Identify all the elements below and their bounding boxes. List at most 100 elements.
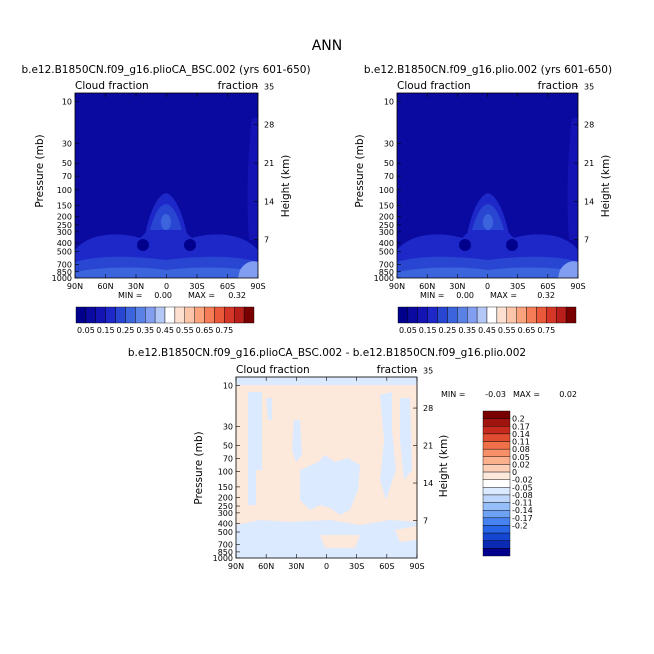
colorbar-box — [184, 306, 195, 324]
colorbar-box — [224, 306, 235, 324]
contour-band — [395, 526, 417, 542]
y-tick-label: 70 — [384, 172, 394, 181]
colorbar-box — [506, 306, 517, 324]
colorbar-label: 0.08 — [512, 445, 530, 454]
right-subtitle: fraction — [538, 80, 578, 92]
x-tick-label: 0 — [164, 282, 169, 291]
x-tick-label: 60N — [97, 282, 113, 291]
colorbar-box — [407, 306, 418, 324]
y-tick-label: 500 — [379, 247, 394, 256]
colorbar-label: -0.14 — [512, 506, 533, 515]
contour-band — [247, 118, 258, 240]
colorbar-box — [546, 306, 557, 324]
contour-band — [567, 118, 578, 240]
colorbar-label: 0.65 — [196, 326, 214, 335]
x-tick-label: 90N — [228, 562, 244, 571]
min-label: MIN = — [441, 390, 466, 399]
y-tick-label: 300 — [218, 509, 233, 518]
colorbar-box — [482, 525, 511, 534]
height-tick-label: 7 — [264, 236, 269, 245]
contour-band — [137, 239, 149, 251]
y-tick-label: 50 — [223, 442, 233, 451]
y-tick-label: 400 — [57, 239, 72, 248]
y-tick-label: 100 — [57, 186, 72, 195]
x-tick-label: 0 — [485, 282, 490, 291]
x-tick-label: 90S — [250, 282, 265, 291]
contour-band — [558, 261, 578, 278]
height-tick-label: 28 — [264, 121, 274, 130]
y-tick-label: 50 — [384, 159, 394, 168]
y-tick-label: 850 — [379, 268, 394, 277]
height-tick-label: 21 — [264, 159, 274, 168]
y-tick-label: 700 — [218, 541, 233, 550]
colorbar-box — [482, 464, 511, 473]
y-tick-label: 500 — [218, 528, 233, 537]
colorbar-label: 0.17 — [512, 422, 530, 431]
x-tick-label: 90S — [570, 282, 585, 291]
y-tick-label: 70 — [62, 172, 72, 181]
colorbar-box — [427, 306, 438, 324]
y-tick-label: 850 — [218, 548, 233, 557]
contour-band — [483, 214, 493, 230]
colorbar-box — [486, 306, 498, 324]
y-tick-label: 150 — [57, 201, 72, 210]
min-value: 0.00 — [154, 291, 172, 300]
colorbar-box — [482, 479, 511, 488]
colorbar-label: 0.05 — [77, 326, 95, 335]
colorbar-box — [536, 306, 547, 324]
y-tick-label: 100 — [218, 468, 233, 477]
contour-band — [320, 535, 360, 548]
contour-field — [236, 377, 417, 558]
colorbar-box — [556, 306, 567, 324]
height-tick-label: 28 — [423, 404, 433, 413]
contour-band — [400, 398, 412, 480]
colorbar-box — [437, 306, 448, 324]
height-tick-label: 7 — [584, 236, 589, 245]
colorbar-box — [214, 306, 225, 324]
y-tick-label: 150 — [218, 483, 233, 492]
contour-field — [397, 93, 578, 278]
panel-title: b.e12.B1850CN.f09_g16.plioCA_BSC.002 - b… — [128, 347, 526, 359]
y-tick-label: 100 — [379, 186, 394, 195]
height-tick-label: 14 — [423, 479, 433, 488]
colorbar-box — [482, 426, 511, 435]
x-tick-label: 0 — [324, 562, 329, 571]
colorbar-box — [467, 306, 478, 324]
y-tick-label: 1000 — [52, 274, 72, 283]
colorbar-label: 0.55 — [498, 326, 516, 335]
x-tick-label: 30N — [449, 282, 465, 291]
y-tick-label: 700 — [57, 260, 72, 269]
colorbar-box — [164, 306, 176, 324]
colorbar-box — [482, 540, 511, 549]
right-subtitle: fraction — [218, 80, 258, 92]
colorbar-box — [105, 306, 116, 324]
colorbar-label: -0.17 — [512, 514, 533, 523]
height-tick-label: 28 — [584, 121, 594, 130]
colorbar-label: 0.55 — [176, 326, 194, 335]
y-tick-label: 400 — [379, 239, 394, 248]
colorbar-label: 0.15 — [97, 326, 115, 335]
colorbar-label: -0.11 — [512, 499, 533, 508]
panel-title: b.e12.B1850CN.f09_g16.plioCA_BSC.002 (yr… — [21, 64, 310, 76]
colorbar-label: 0.75 — [537, 326, 555, 335]
contour-band — [380, 392, 396, 500]
colorbar-box — [243, 306, 255, 324]
height-tick-label: 21 — [584, 159, 594, 168]
height-tick-label: 21 — [423, 442, 433, 451]
contour-band — [292, 420, 302, 462]
colorbar-box — [447, 306, 458, 324]
colorbar-box — [516, 306, 527, 324]
height-tick-label: 35 — [423, 367, 433, 376]
colorbar: 0.20.170.140.110.080.050.020-0.02-0.05-0… — [482, 410, 533, 557]
colorbar-label: 0.45 — [478, 326, 496, 335]
contour-band — [161, 214, 171, 230]
colorbar-box — [115, 306, 126, 324]
height-tick-label: 35 — [264, 82, 274, 91]
left-subtitle: Cloud fraction — [397, 80, 471, 92]
colorbar-label: 0.15 — [419, 326, 437, 335]
colorbar-box — [482, 448, 511, 457]
colorbar-box — [204, 306, 215, 324]
height-ticks: 35 28 21 14 7 — [254, 82, 274, 245]
x-ticks: 90N 60N 30N 0 30S 60S 90S — [67, 93, 266, 291]
figure-title: ANN — [312, 38, 343, 54]
